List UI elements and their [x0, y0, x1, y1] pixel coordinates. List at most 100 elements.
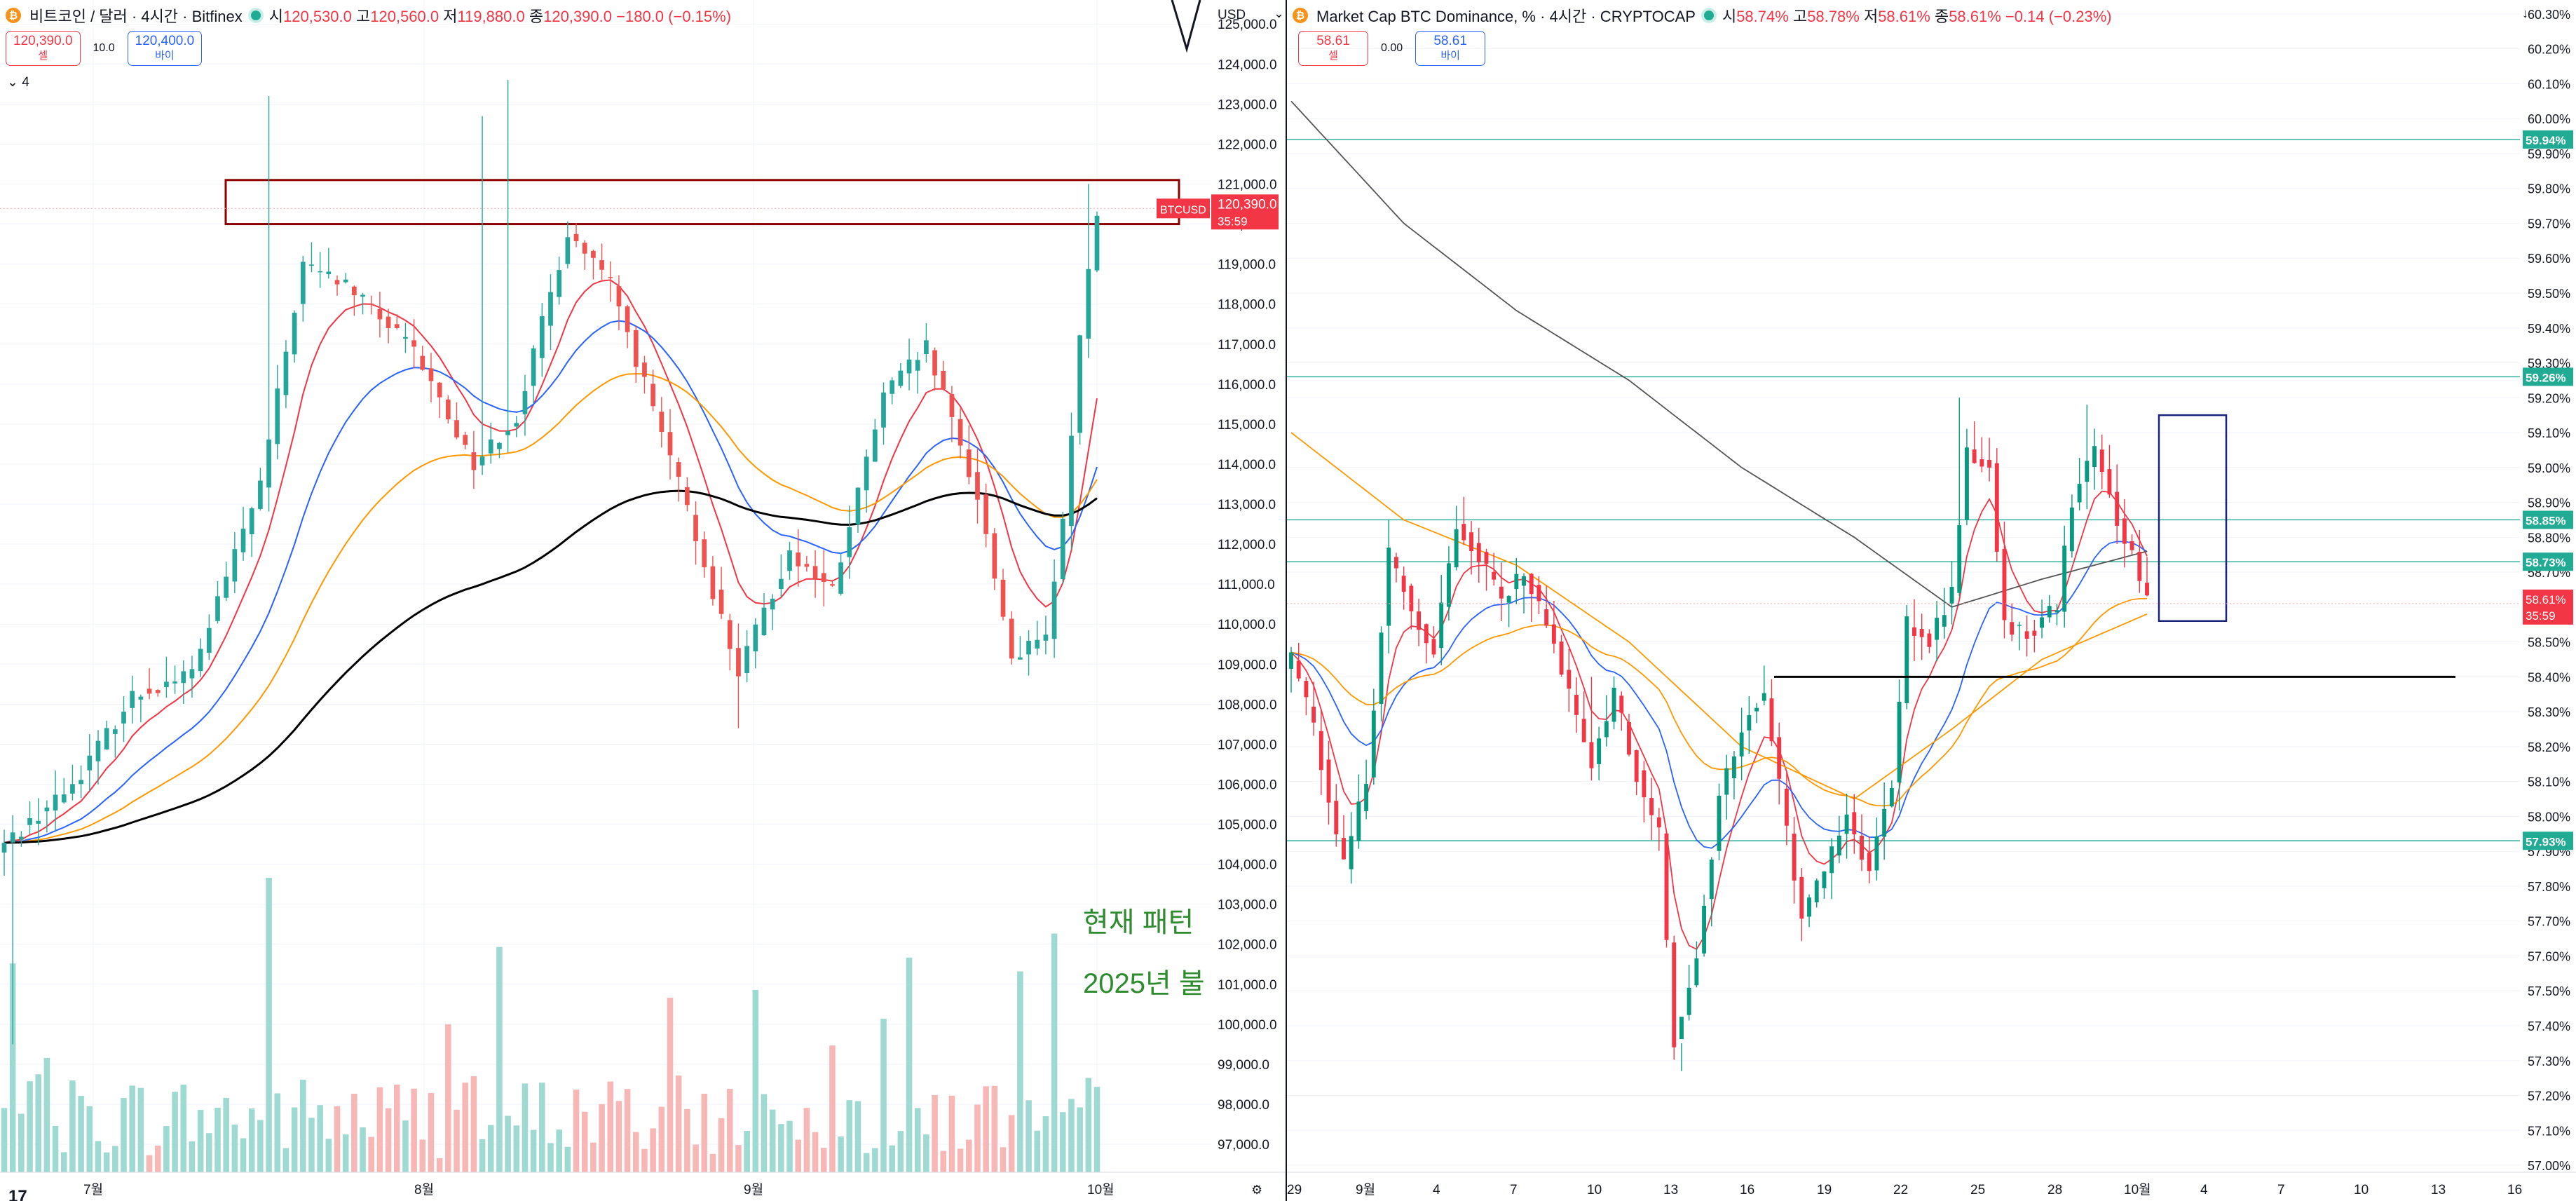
btc-candle: [906, 359, 912, 374]
btc-candle: [890, 380, 895, 394]
price-tick-label: 60.00%: [2528, 112, 2570, 126]
btc-usd-candlestick-chart[interactable]: USD ⌄125,000.0124,000.0123,000.0122,000.0…: [0, 0, 1286, 1201]
btc-candle: [334, 280, 340, 285]
tradingview-logo[interactable]: 17: [8, 1187, 27, 1201]
btc-candle: [573, 233, 579, 242]
annotation-current-pattern[interactable]: 현재 패턴: [1083, 907, 1194, 938]
btc-candle: [488, 439, 493, 454]
horizontal-price-lines: [1287, 139, 2520, 841]
dominance-candle: [1514, 574, 1519, 590]
btc-candle: [369, 304, 374, 305]
volume-bar: [368, 1136, 374, 1172]
sell-button[interactable]: 58.61 셀: [1298, 31, 1368, 66]
dominance-candle: [1769, 698, 1774, 742]
dominance-candle: [2017, 625, 2022, 626]
candles: [1, 80, 1100, 1045]
volume-bar: [394, 1084, 400, 1172]
volume-bar: [300, 1080, 306, 1172]
volume-bar: [1008, 1115, 1015, 1172]
price-tick-label: 60.20%: [2528, 43, 2570, 57]
dominance-candle: [2092, 446, 2097, 468]
volume-bar: [854, 1101, 861, 1172]
btc-candle: [744, 646, 749, 674]
btc-dominance-candlestick-chart[interactable]: 60.30% 60.20% 60.10% 60.00% 59.90% 59.80% 59.7…: [1287, 0, 2576, 1201]
dominance-candle: [1289, 652, 1293, 669]
volume-bar: [274, 1093, 281, 1172]
volume-bar: [803, 1108, 810, 1172]
dominance-candle: [1446, 563, 1451, 607]
btc-candle: [915, 360, 920, 371]
volume-bar: [1, 1108, 8, 1172]
btc-candle: [1009, 618, 1014, 659]
buy-button[interactable]: 58.61 바이: [1415, 31, 1486, 66]
price-line-tag-bg: [2523, 367, 2573, 386]
price-tick-label: 103,000.0: [1218, 898, 1277, 913]
time-tick-label: 9월: [1356, 1182, 1375, 1197]
settings-icon: ⚙: [1251, 1183, 1262, 1197]
pane-divider[interactable]: [1286, 0, 1287, 1201]
btc-candle: [522, 391, 528, 414]
dominance-candle: [1912, 627, 1916, 636]
price-tick-label: 59.70%: [2528, 217, 2570, 231]
buy-button[interactable]: 120,400.0 바이: [127, 31, 203, 66]
volume-bar: [1042, 1116, 1049, 1172]
btc-candle: [445, 399, 451, 420]
price-tick-label: 60.30%: [2528, 8, 2570, 22]
volume-bar: [112, 1146, 118, 1172]
price-tick-label: 57.50%: [2528, 984, 2570, 998]
dominance-candle: [1957, 525, 1962, 593]
btc-candle: [326, 271, 332, 275]
dominance-candle: [1349, 836, 1354, 869]
btc-candle: [352, 286, 357, 296]
dominance-candle: [1364, 784, 1369, 811]
btc-candle: [266, 439, 271, 488]
volume-bar: [599, 1104, 605, 1172]
symbol-title[interactable]: Market Cap BTC Dominance, % · 4시간 · CRYP…: [1316, 8, 1696, 25]
dominance-candle: [1844, 814, 1849, 834]
btc-candle: [514, 423, 519, 427]
volume-bar: [761, 1094, 768, 1172]
price-line-tag: 57.93%: [2526, 835, 2566, 848]
btc-usd-chart-pane[interactable]: USD ⌄ 125,000.0 124,000.0 123,000.0 122,000.0…: [0, 0, 1286, 1201]
btc-candle: [753, 624, 758, 652]
btc-candle: [240, 529, 246, 552]
dominance-candle: [1829, 846, 1834, 874]
drawing-line: [1171, 0, 1201, 53]
volume-bar: [974, 1104, 981, 1172]
dominance-candle: [1972, 449, 1977, 463]
symbol-tag: BTCUSD: [1160, 204, 1206, 216]
price-tick-label: 110,000.0: [1218, 618, 1276, 632]
symbol-title[interactable]: 비트코인 / 달러 · 4시간 · Bitfinex: [29, 8, 243, 25]
volume-bar: [146, 1155, 153, 1172]
btc-candle: [667, 432, 673, 456]
sell-button[interactable]: 120,390.0 셀: [6, 31, 81, 66]
indicator-toggle[interactable]: ⌄ 4: [7, 75, 29, 90]
volume-bar: [667, 998, 674, 1172]
dominance-candle: [1371, 710, 1376, 778]
price-tick-label: 58.30%: [2528, 705, 2570, 719]
time-tick-label: 7: [2277, 1183, 2285, 1197]
dominance-candle: [1799, 876, 1804, 919]
time-tick-label: 10: [2354, 1183, 2369, 1197]
btc-candle: [309, 264, 314, 266]
price-tick-label: 113,000.0: [1218, 498, 1276, 513]
price-tick-label: 58.80%: [2528, 531, 2570, 545]
time-tick-label: 29: [1287, 1183, 1302, 1197]
btc-candle: [70, 784, 75, 794]
dominance-candle: [2010, 622, 2015, 635]
btc-candle: [411, 340, 416, 347]
volume-bar: [231, 1125, 238, 1172]
btc-dominance-chart-pane[interactable]: 60.30% 60.20% 60.10% 60.00% 59.90% 59.80% 59.7…: [1287, 0, 2576, 1201]
time-tick-label: 7: [1510, 1183, 1518, 1197]
time-tick-label: 8월: [414, 1182, 434, 1197]
annotation-2025-bull[interactable]: 2025년 불: [1083, 968, 1205, 999]
btc-candle: [710, 566, 716, 599]
dominance-candle: [1672, 942, 1677, 1047]
btc-candle: [966, 449, 972, 477]
btc-candle: [318, 271, 322, 273]
price-line-tag-bg: [2523, 832, 2573, 850]
btc-candle: [386, 316, 391, 328]
volume-bar: [214, 1107, 221, 1172]
ohlc-values: 시120,530.0 고120,560.0 저119,880.0 종120,39…: [268, 8, 732, 25]
btc-candle: [838, 562, 843, 594]
